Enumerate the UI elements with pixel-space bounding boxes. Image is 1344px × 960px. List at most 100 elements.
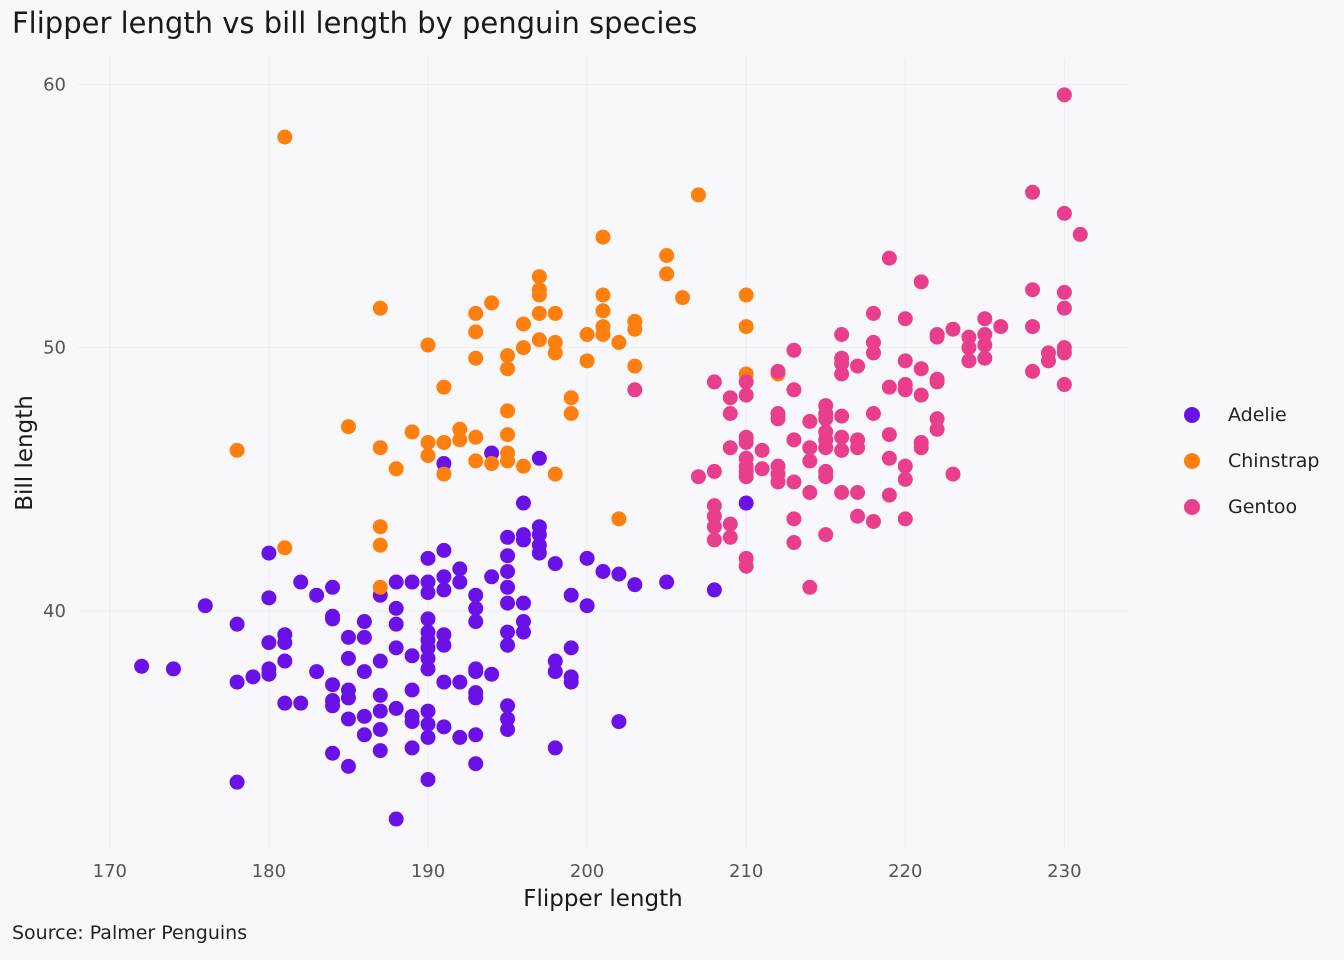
x-tick-label: 210 [729, 861, 763, 882]
data-point-gentoo [865, 334, 881, 350]
data-point-chinstrap [531, 269, 547, 285]
data-point-gentoo [818, 440, 834, 456]
data-point-adelie [404, 714, 420, 730]
data-point-gentoo [834, 429, 850, 445]
data-point-gentoo [722, 406, 738, 421]
chart-caption: Source: Palmer Penguins [12, 922, 248, 944]
data-point-adelie [340, 711, 356, 727]
data-point-adelie [340, 650, 356, 666]
data-point-adelie [420, 716, 436, 732]
data-point-gentoo [738, 558, 754, 574]
data-point-adelie [420, 729, 436, 745]
data-point-chinstrap [595, 229, 611, 245]
data-point-adelie [372, 722, 388, 737]
data-point-adelie [293, 574, 309, 590]
data-point-chinstrap [547, 334, 563, 350]
data-point-adelie [420, 650, 436, 666]
data-point-gentoo [897, 353, 913, 369]
data-point-adelie [563, 640, 579, 656]
data-point-chinstrap [738, 287, 754, 303]
data-point-adelie [611, 714, 627, 730]
tick-labels: 170 180 190 200 210 220 230 40 50 60 [43, 74, 1081, 882]
data-point-adelie [627, 577, 643, 593]
data-point-adelie [500, 529, 516, 545]
data-point-adelie [372, 687, 388, 703]
data-point-gentoo [913, 440, 929, 456]
data-point-chinstrap [595, 287, 611, 303]
data-point-gentoo [1056, 205, 1072, 221]
data-point-adelie [356, 664, 372, 680]
data-point-gentoo [961, 353, 977, 369]
data-point-adelie [500, 722, 516, 737]
data-point-adelie [229, 774, 245, 790]
y-tick-label: 40 [43, 601, 66, 622]
legend-item-gentoo: Gentoo [1182, 484, 1320, 530]
data-point-adelie [420, 661, 436, 677]
data-point-adelie [325, 677, 341, 693]
data-point-gentoo [897, 311, 913, 327]
data-point-gentoo [865, 345, 881, 361]
data-point-gentoo [977, 311, 993, 327]
data-point-gentoo [834, 485, 850, 500]
data-point-adelie [436, 456, 452, 472]
data-point-adelie [515, 624, 531, 640]
data-point-adelie [547, 664, 563, 680]
data-point-gentoo [1025, 184, 1041, 200]
data-point-gentoo [786, 535, 802, 551]
data-point-adelie [388, 811, 404, 827]
data-point-gentoo [961, 340, 977, 356]
data-point-chinstrap [595, 327, 611, 342]
data-point-adelie [404, 682, 420, 698]
data-point-adelie [436, 719, 452, 735]
data-point-adelie [452, 729, 468, 745]
data-point-gentoo [754, 461, 770, 477]
data-point-adelie [468, 690, 484, 706]
data-point-adelie [325, 698, 341, 714]
data-point-chinstrap [563, 390, 579, 406]
data-point-chinstrap [659, 248, 675, 263]
y-tick-label: 50 [43, 338, 66, 359]
data-point-chinstrap [531, 287, 547, 303]
data-point-chinstrap [468, 305, 484, 321]
data-point-gentoo [913, 274, 929, 290]
data-point-chinstrap [611, 511, 627, 527]
data-point-gentoo [1025, 319, 1041, 335]
data-point-adelie [245, 669, 261, 685]
x-tick-label: 200 [570, 861, 604, 882]
data-point-gentoo [834, 408, 850, 424]
x-tick-label: 230 [1047, 861, 1081, 882]
data-point-gentoo [1056, 300, 1072, 316]
x-tick-label: 220 [888, 861, 922, 882]
data-point-gentoo [1056, 345, 1072, 361]
data-point-chinstrap [420, 448, 436, 464]
data-point-adelie [372, 653, 388, 669]
data-point-adelie [277, 695, 293, 711]
data-point-adelie [293, 695, 309, 711]
legend-label: Chinstrap [1228, 450, 1320, 472]
data-point-chinstrap [277, 540, 293, 556]
data-point-gentoo [722, 440, 738, 456]
data-point-gentoo [738, 374, 754, 390]
data-point-gentoo [865, 406, 881, 421]
data-point-gentoo [929, 329, 945, 345]
data-point-chinstrap [500, 361, 516, 377]
data-point-gentoo [913, 361, 929, 377]
data-point-adelie [484, 445, 500, 461]
data-point-gentoo [706, 508, 722, 524]
data-point-adelie [388, 574, 404, 590]
data-point-chinstrap [531, 332, 547, 348]
legend-label: Adelie [1228, 404, 1287, 426]
data-point-adelie [325, 579, 341, 595]
data-point-gentoo [1040, 353, 1056, 369]
data-point-gentoo [850, 508, 866, 524]
data-point-chinstrap [579, 353, 595, 369]
data-point-gentoo [881, 379, 897, 395]
data-point-adelie [500, 711, 516, 727]
data-point-gentoo [818, 469, 834, 485]
legend-swatch [1184, 453, 1200, 469]
data-point-adelie [500, 595, 516, 611]
chart-title: Flipper length vs bill length by penguin… [12, 6, 698, 40]
data-point-adelie [134, 658, 150, 674]
data-point-adelie [436, 542, 452, 558]
